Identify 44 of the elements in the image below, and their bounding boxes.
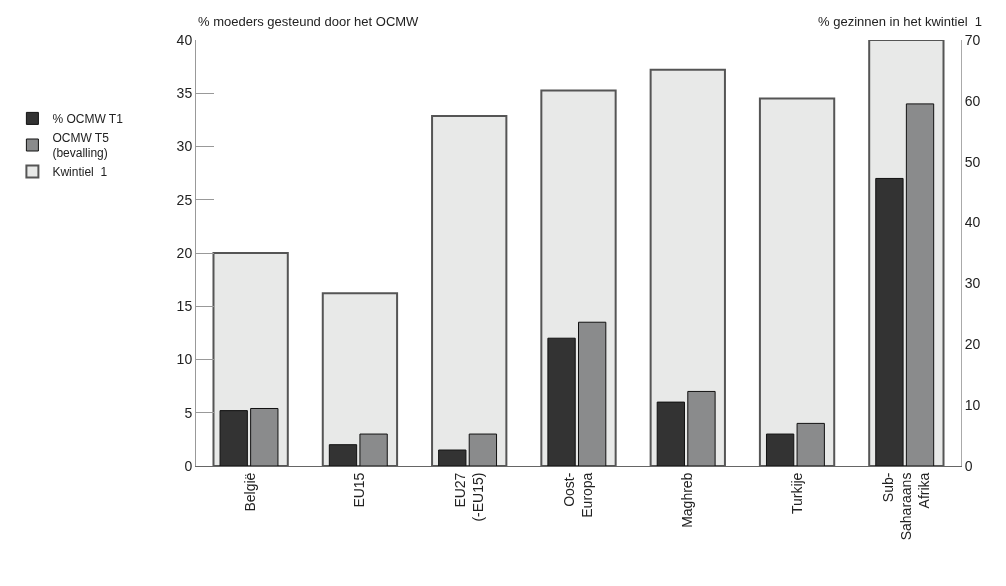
y-tick-label: 20 [176, 244, 193, 261]
legend-label: Kwintiel 1 [52, 165, 108, 180]
y-tick-label: 5 [184, 404, 193, 421]
bar [250, 407, 279, 466]
x-tick-label: EU27 (-EU15) [451, 472, 486, 522]
bar [438, 449, 467, 466]
bar [328, 444, 358, 466]
y2-tick-label: 50 [964, 153, 981, 170]
y2-axis-title: % gezinnen in het kwintiel 1 [818, 14, 983, 29]
bar [758, 97, 836, 466]
x-tick-label: Oost- Europa [560, 472, 596, 518]
y2-tick-label: 0 [964, 457, 973, 474]
y-tick-label: 40 [176, 31, 193, 48]
x-tick-label: EU15 [351, 472, 368, 508]
y2-tick-label: 70 [964, 31, 981, 48]
y-tick-label: 10 [176, 351, 193, 368]
x-tick-label: Sub- Saharaans Afrika [879, 472, 933, 541]
bar [796, 422, 825, 466]
y2-tick-label: 20 [964, 336, 981, 353]
bar [765, 433, 795, 466]
y-tick-label: 25 [176, 191, 193, 208]
bar [219, 410, 248, 466]
bar [687, 390, 716, 466]
bar [468, 433, 498, 466]
y2-tick-label: 10 [964, 397, 981, 414]
x-tick-label: Maghreb [679, 472, 696, 528]
bar [875, 177, 904, 466]
x-tick-label: Turkije [788, 472, 805, 515]
legend-label: % OCMW T1 [52, 112, 124, 127]
bar [656, 401, 686, 466]
y-axis-title: % moeders gesteund door het OCMW [198, 14, 420, 29]
y2-tick-label: 60 [964, 92, 981, 109]
x-tick-label: België [242, 472, 259, 512]
y-tick-label: 15 [176, 298, 193, 315]
y2-tick-label: 30 [964, 275, 981, 292]
bar [578, 321, 607, 466]
y2-tick-label: 40 [964, 214, 981, 231]
legend-label: OCMW T5 (bevalling) [52, 130, 110, 161]
y-tick-label: 30 [176, 138, 193, 155]
bar [431, 115, 508, 466]
bar [547, 337, 576, 466]
bar [359, 433, 388, 466]
y-tick-label: 0 [184, 457, 193, 474]
y-tick-label: 35 [176, 85, 193, 102]
